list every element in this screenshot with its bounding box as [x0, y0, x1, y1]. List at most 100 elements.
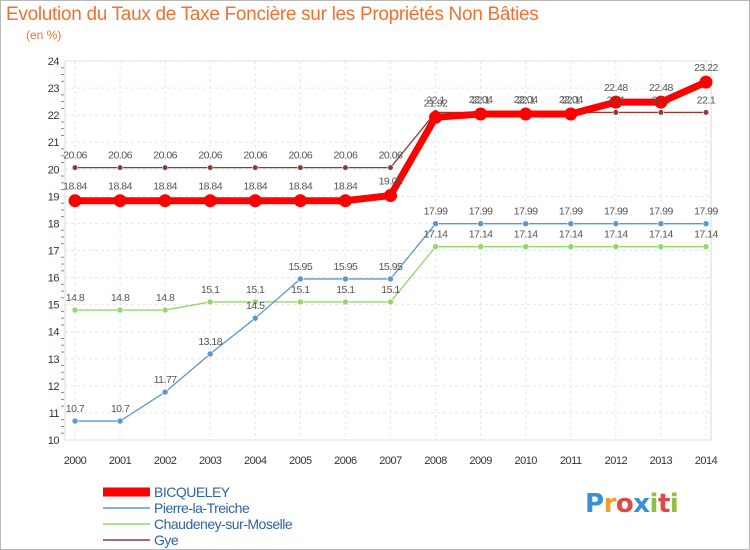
data-point: [71, 164, 79, 171]
y-tick-label: 10: [48, 435, 60, 447]
logo-letter: x: [633, 489, 650, 519]
legend-label: BICQUELEY: [154, 484, 231, 500]
data-label: 14.8: [156, 292, 175, 304]
data-point: [293, 194, 307, 208]
data-point: [207, 164, 214, 171]
data-point: [387, 275, 394, 283]
data-label: 17.99: [604, 206, 628, 218]
data-label: 22.1: [562, 94, 581, 106]
data-label: 15.1: [336, 284, 355, 296]
logo-letter: i: [649, 489, 659, 519]
y-tick-label: 17: [48, 246, 60, 258]
data-label: 17.14: [559, 229, 583, 241]
data-label: 17.14: [649, 229, 673, 241]
data-label: 20.06: [243, 150, 267, 162]
logo-letter: i: [669, 489, 679, 519]
data-label: 17.99: [649, 206, 673, 218]
x-tick-label: 2012: [605, 455, 628, 467]
data-point: [158, 194, 172, 208]
data-label: 15.1: [246, 284, 265, 296]
y-tick-label: 11: [49, 408, 60, 420]
data-label: 15.95: [288, 261, 312, 273]
logo-letter: r: [603, 489, 617, 519]
y-unit-label: (en %): [26, 28, 62, 42]
data-point: [702, 220, 710, 227]
data-label: 20.06: [153, 150, 177, 162]
y-tick-label: 21: [48, 137, 60, 149]
data-label: 18.84: [108, 181, 132, 193]
data-label: 23.22: [694, 62, 718, 74]
data-point: [338, 194, 352, 208]
data-label: 17.14: [469, 229, 493, 241]
data-label: 22.04: [559, 94, 583, 106]
data-label: 18.84: [63, 181, 87, 193]
chart-title: Evolution du Taux de Taxe Foncière sur l…: [6, 4, 539, 25]
data-label: 20.06: [379, 150, 403, 162]
x-tick-label: 2011: [560, 455, 582, 467]
x-tick-label: 2008: [424, 455, 447, 467]
data-label: 22.1: [426, 94, 445, 106]
data-point: [297, 298, 304, 306]
data-label: 17.99: [559, 206, 583, 218]
data-label: 15.1: [201, 284, 220, 296]
data-label: 17.14: [424, 229, 448, 241]
y-tick-label: 19: [48, 191, 60, 203]
x-tick-label: 2003: [199, 455, 222, 467]
data-label: 17.99: [694, 206, 718, 218]
data-point: [657, 109, 665, 116]
data-point: [702, 243, 710, 251]
data-point: [206, 298, 214, 306]
data-point: [342, 298, 349, 306]
x-tick-label: 2004: [244, 455, 267, 467]
legend-label: Chaudeney-sur-Moselle: [154, 516, 293, 532]
y-tick-label: 22: [48, 110, 60, 122]
data-point: [116, 164, 124, 171]
data-point: [162, 164, 169, 171]
data-point: [567, 243, 575, 251]
data-label: 17.99: [424, 206, 448, 218]
data-point: [477, 220, 484, 227]
data-point: [432, 243, 439, 251]
data-point: [657, 220, 665, 227]
y-tick-label: 18: [48, 218, 60, 230]
y-tick-label: 24: [48, 56, 60, 68]
data-point: [252, 164, 259, 171]
data-label: 15.1: [291, 284, 310, 296]
data-point: [522, 220, 530, 227]
data-point: [297, 275, 304, 283]
data-point: [702, 109, 710, 116]
data-point: [654, 95, 668, 109]
data-label: 15.95: [379, 261, 403, 273]
data-label: 14.5: [246, 300, 265, 312]
data-label: 20.06: [63, 150, 87, 162]
data-label: 18.84: [288, 181, 312, 193]
data-label: 22.1: [607, 94, 626, 106]
data-point: [297, 164, 304, 171]
data-label: 14.8: [111, 292, 130, 304]
data-point: [432, 220, 439, 227]
data-label: 14.8: [66, 292, 85, 304]
legend-label: Pierre-la-Treiche: [154, 500, 250, 516]
data-point: [477, 243, 484, 251]
data-label: 18.84: [153, 181, 177, 193]
data-label: 17.14: [604, 229, 628, 241]
data-point: [116, 417, 124, 425]
data-point: [474, 107, 488, 121]
data-point: [116, 306, 124, 314]
x-tick-label: 2006: [334, 455, 357, 467]
logo-letter: P: [585, 489, 604, 519]
data-point: [387, 298, 394, 306]
data-label: 11.77: [154, 374, 178, 386]
y-tick-label: 16: [48, 273, 60, 285]
data-point: [68, 194, 82, 208]
logo-letter: o: [615, 489, 634, 519]
data-point: [387, 164, 394, 171]
x-tick-label: 2001: [109, 455, 132, 467]
data-point: [71, 417, 79, 425]
y-tick-label: 14: [48, 327, 60, 339]
data-label: 17.14: [514, 229, 538, 241]
data-label: 20.06: [198, 150, 222, 162]
data-label: 17.99: [514, 206, 538, 218]
